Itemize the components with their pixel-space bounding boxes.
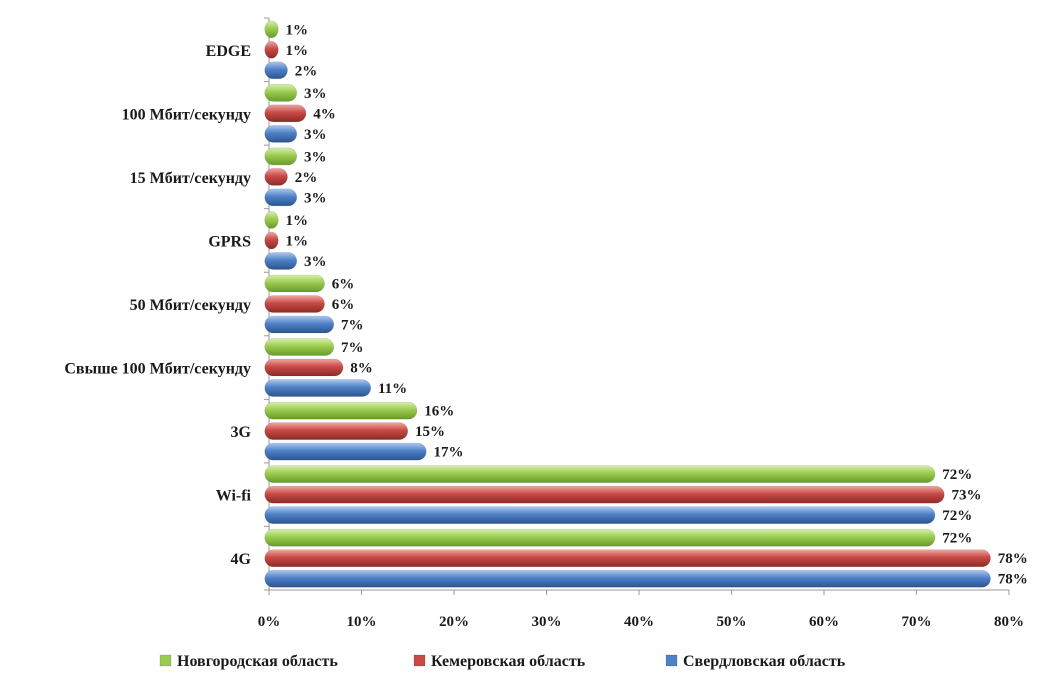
- x-tick-label: 10%: [347, 614, 377, 630]
- x-tick-label: 70%: [902, 614, 932, 630]
- data-label: 78%: [998, 572, 1028, 588]
- data-label: 8%: [350, 361, 373, 377]
- bar: [264, 569, 991, 588]
- category-label: GPRS: [208, 233, 251, 250]
- bar: [264, 358, 344, 377]
- bar: [264, 338, 335, 356]
- legend-entry: Новгородская область: [177, 653, 338, 670]
- labels: EDGE 1% 1% 2% 100 Мбит/секунду 3% 4% 3% 15 Мбит/…: [64, 22, 1027, 587]
- data-label: 2%: [295, 63, 318, 79]
- bar: [264, 211, 279, 229]
- data-label: 72%: [942, 508, 972, 524]
- category-label: 50 Мбит/секунду: [130, 297, 251, 314]
- legend: Новгородская область Кемеровская область С…: [159, 653, 846, 670]
- data-label: 6%: [332, 277, 355, 293]
- x-tick-label: 20%: [439, 614, 469, 630]
- axes: 0% 10% 20% 30% 40% 50% 60% 70% 80%: [258, 17, 1024, 630]
- bar: [264, 20, 279, 39]
- bar: [264, 379, 372, 397]
- bar: [264, 295, 325, 313]
- data-label: 3%: [304, 254, 327, 270]
- x-tick-label: 30%: [532, 614, 562, 630]
- legend-entry: Свердловская область: [683, 653, 846, 670]
- bar: [264, 422, 409, 440]
- legend-swatch: [159, 654, 172, 667]
- bar: [264, 84, 298, 102]
- data-label: 72%: [942, 531, 972, 547]
- data-label: 73%: [952, 488, 982, 504]
- data-label: 1%: [286, 22, 309, 38]
- bar: [264, 274, 325, 293]
- data-label: 15%: [415, 424, 445, 440]
- data-label: 7%: [341, 318, 364, 334]
- data-label: 1%: [286, 213, 309, 229]
- data-label: 3%: [304, 149, 327, 165]
- legend-swatch: [413, 654, 426, 667]
- data-label: 6%: [332, 297, 355, 313]
- bar: [264, 125, 298, 143]
- bar: [264, 528, 936, 547]
- data-label: 17%: [434, 445, 464, 461]
- bar: [264, 465, 936, 483]
- data-label: 16%: [424, 404, 454, 420]
- data-label: 3%: [304, 190, 327, 206]
- data-label: 3%: [304, 86, 327, 102]
- category-label: 3G: [231, 424, 252, 441]
- bar: [264, 401, 418, 420]
- bar: [264, 40, 279, 59]
- bar: [264, 485, 945, 504]
- data-label: 72%: [942, 467, 972, 483]
- bars: [264, 20, 991, 588]
- category-label: 4G: [231, 551, 252, 568]
- bar: [264, 549, 991, 568]
- x-tick-label: 40%: [624, 614, 654, 630]
- data-label: 78%: [998, 551, 1028, 567]
- category-label: Wi-fi: [216, 488, 252, 505]
- x-tick-label: 60%: [809, 614, 839, 630]
- category-label: 100 Мбит/секунду: [122, 106, 251, 123]
- bar: [264, 442, 427, 461]
- x-tick-label: 0%: [258, 614, 281, 630]
- data-label: 3%: [304, 127, 327, 143]
- bar: [264, 506, 936, 524]
- x-tick-label: 50%: [717, 614, 747, 630]
- category-label: 15 Мбит/секунду: [130, 170, 251, 187]
- data-label: 1%: [286, 233, 309, 249]
- category-label: Свыше 100 Мбит/секунду: [64, 361, 251, 378]
- bar: [264, 147, 298, 166]
- bar: [264, 231, 279, 250]
- data-label: 2%: [295, 170, 318, 186]
- data-label: 7%: [341, 340, 364, 356]
- bar: [264, 104, 307, 123]
- bar: [264, 252, 298, 270]
- bar: [264, 168, 288, 186]
- data-label: 11%: [378, 381, 407, 397]
- data-label: 1%: [286, 43, 309, 59]
- bar: [264, 61, 288, 80]
- data-label: 4%: [313, 106, 336, 122]
- x-tick-label: 80%: [994, 614, 1024, 630]
- bar: [264, 315, 335, 334]
- legend-swatch: [665, 654, 678, 667]
- bar: [264, 188, 298, 207]
- legend-entry: Кемеровская область: [431, 653, 586, 670]
- category-label: EDGE: [206, 43, 251, 60]
